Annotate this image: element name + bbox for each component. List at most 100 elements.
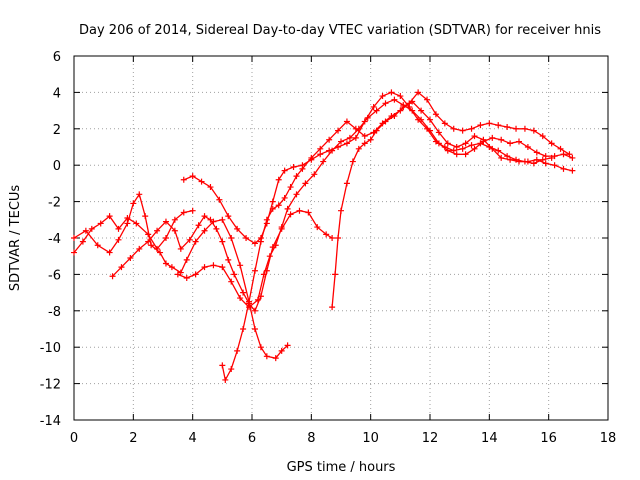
x-tick-label: 14 [481,431,498,446]
data-point [177,245,184,252]
y-tick-label: 4 [53,86,61,101]
data-point [459,127,466,134]
x-tick-label: 0 [70,431,78,446]
data-point [210,262,217,269]
data-point [533,149,540,156]
data-point [88,225,95,232]
y-tick-label: -10 [40,341,61,356]
data-point [293,173,300,180]
data-point [317,151,324,158]
data-point [332,271,339,278]
data-point [106,213,113,220]
data-point [281,194,288,201]
data-point [174,271,181,278]
data-point [335,127,342,134]
data-point [257,344,264,351]
data-point [198,178,205,185]
x-tick-label: 2 [129,431,137,446]
data-point [486,120,493,127]
data-point [263,353,270,360]
x-tick-label: 18 [600,431,617,446]
data-point [432,138,439,145]
data-point [278,224,285,231]
data-point [130,200,137,207]
data-point [530,127,537,134]
data-point [162,235,169,241]
data-point [251,307,258,314]
data-point [186,236,193,243]
data-point [542,153,549,160]
data-point [142,213,149,220]
data-point [566,151,573,158]
data-point [432,111,439,118]
data-point [507,140,514,147]
data-point [326,136,333,143]
data-point [507,156,514,163]
data-point [97,220,104,227]
data-point [373,127,380,134]
data-point [441,144,448,150]
data-point [397,93,404,100]
y-tick-label: 0 [53,159,61,174]
data-point [287,184,294,191]
data-point [305,209,312,216]
data-point [459,145,466,152]
series-track-7 [329,98,576,311]
data-point [530,160,537,167]
data-point [352,125,359,132]
data-point [127,255,134,262]
data-point [266,253,273,260]
data-point [228,235,235,241]
y-tick-label: -2 [48,196,61,211]
data-point [560,151,567,158]
data-point [231,271,238,278]
data-point [391,113,398,120]
data-point [219,238,226,245]
data-point [477,140,484,147]
data-point [435,129,442,136]
series-track-5 [180,89,555,247]
data-point [192,271,199,278]
data-point [424,96,431,103]
y-tick-label: 2 [53,123,61,138]
series-track-3 [109,207,336,314]
data-point [415,116,422,123]
data-point [498,154,505,161]
data-point [495,122,502,129]
data-point [373,107,380,114]
data-point [240,326,247,332]
y-tick-label: 6 [53,50,61,65]
data-point [352,134,359,141]
data-point [106,249,113,256]
data-point [79,238,86,245]
data-point [237,295,244,302]
data-point [560,165,567,172]
data-point [480,136,487,143]
data-point [207,216,214,223]
data-point [71,235,77,241]
data-point [314,224,321,231]
data-point [171,227,178,234]
data-point [361,140,368,147]
data-point [498,136,505,143]
data-point [450,125,457,132]
axis-ticks [73,55,609,421]
data-point [71,249,77,256]
data-point [293,191,300,198]
chart-title: Day 206 of 2014, Sidereal Day-to-day VTE… [79,23,601,38]
data-point [183,275,190,282]
x-tick-label: 10 [362,431,379,446]
data-point [521,125,528,132]
data-point [569,167,576,174]
data-point [329,235,336,241]
data-point [154,227,161,234]
data-point [338,138,344,145]
data-point [278,347,285,354]
data-point [427,116,433,123]
data-point [219,216,226,223]
data-point [379,93,386,100]
x-tick-label: 6 [248,431,256,446]
data-point [361,133,368,140]
data-point [213,225,220,232]
